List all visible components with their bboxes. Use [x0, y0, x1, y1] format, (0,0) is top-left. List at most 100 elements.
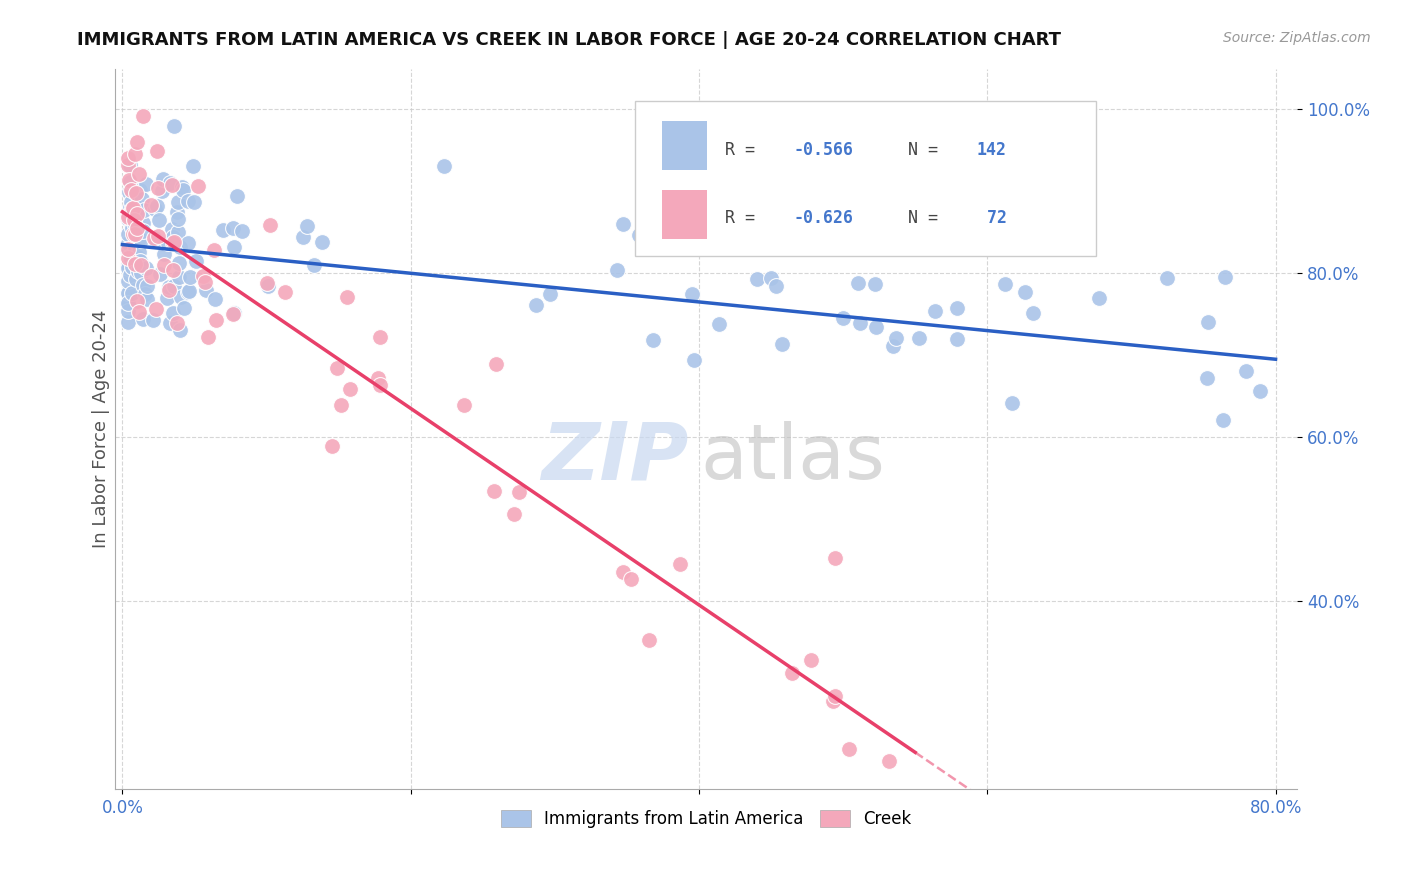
Point — [177, 236, 200, 251]
Point — [339, 382, 361, 396]
Point — [212, 223, 235, 237]
Point — [127, 264, 149, 278]
Point — [1234, 364, 1257, 378]
Point — [765, 279, 787, 293]
Point — [606, 263, 628, 277]
Point — [1156, 270, 1178, 285]
Point — [125, 272, 148, 286]
Point — [121, 201, 143, 215]
Point — [145, 302, 167, 317]
Text: atlas: atlas — [700, 421, 886, 495]
Point — [129, 183, 152, 197]
Point — [131, 109, 153, 123]
Point — [194, 284, 217, 298]
Point — [120, 183, 142, 197]
Point — [204, 313, 226, 327]
Point — [117, 236, 139, 251]
Point — [159, 176, 181, 190]
Point — [1087, 291, 1109, 305]
Point — [122, 212, 145, 227]
Point — [148, 268, 170, 282]
Point — [612, 217, 634, 231]
Bar — [662, 190, 707, 239]
Legend: Immigrants from Latin America, Creek: Immigrants from Latin America, Creek — [494, 804, 918, 835]
Point — [156, 291, 179, 305]
Point — [946, 301, 969, 315]
Point — [173, 301, 195, 316]
Point — [132, 278, 155, 293]
Point — [274, 285, 297, 299]
Point — [503, 507, 526, 521]
Point — [183, 194, 205, 209]
Point — [117, 210, 139, 224]
Point — [184, 253, 207, 268]
Point — [153, 258, 176, 272]
Text: -0.626: -0.626 — [793, 209, 853, 227]
Point — [641, 333, 664, 347]
Text: R =: R = — [725, 209, 765, 227]
Point — [160, 222, 183, 236]
Point — [638, 633, 661, 648]
Point — [150, 185, 173, 199]
Point — [627, 227, 650, 242]
Point — [882, 339, 904, 353]
Point — [761, 271, 783, 285]
Point — [146, 228, 169, 243]
Point — [1249, 384, 1271, 399]
Point — [163, 119, 186, 133]
FancyBboxPatch shape — [636, 101, 1097, 256]
Point — [146, 145, 169, 159]
Point — [124, 147, 146, 161]
Point — [295, 219, 318, 233]
Point — [128, 245, 150, 260]
Point — [143, 230, 166, 244]
Point — [124, 240, 146, 254]
Point — [169, 239, 191, 253]
Point — [118, 200, 141, 214]
Point — [924, 303, 946, 318]
Point — [485, 357, 508, 371]
Point — [121, 219, 143, 234]
Point — [181, 159, 204, 173]
Point — [222, 307, 245, 321]
Point — [120, 268, 142, 283]
Point — [780, 666, 803, 681]
Point — [302, 259, 325, 273]
Point — [994, 277, 1017, 292]
Point — [179, 285, 201, 299]
Point — [824, 689, 846, 703]
Y-axis label: In Labor Force | Age 20-24: In Labor Force | Age 20-24 — [93, 310, 110, 548]
Point — [128, 167, 150, 181]
Point — [336, 289, 359, 303]
Point — [222, 306, 245, 320]
Point — [125, 221, 148, 235]
Point — [877, 754, 900, 768]
Point — [160, 178, 183, 193]
Point — [117, 296, 139, 310]
Point — [121, 202, 143, 216]
Point — [225, 189, 247, 203]
Point — [197, 330, 219, 344]
Point — [127, 234, 149, 248]
Point — [136, 293, 159, 307]
Point — [124, 216, 146, 230]
Point — [179, 270, 201, 285]
Text: R =: R = — [725, 141, 765, 159]
Point — [132, 225, 155, 239]
Point — [321, 439, 343, 453]
Point — [117, 211, 139, 226]
Point — [129, 266, 152, 280]
Point — [863, 277, 886, 291]
Point — [118, 249, 141, 263]
Point — [120, 252, 142, 266]
Text: Source: ZipAtlas.com: Source: ZipAtlas.com — [1223, 31, 1371, 45]
Point — [125, 186, 148, 201]
Point — [117, 274, 139, 288]
Point — [163, 279, 186, 293]
Point — [256, 278, 278, 293]
Point — [770, 337, 793, 351]
Point — [117, 285, 139, 300]
Point — [177, 285, 200, 300]
Point — [153, 246, 176, 260]
Point — [118, 172, 141, 186]
